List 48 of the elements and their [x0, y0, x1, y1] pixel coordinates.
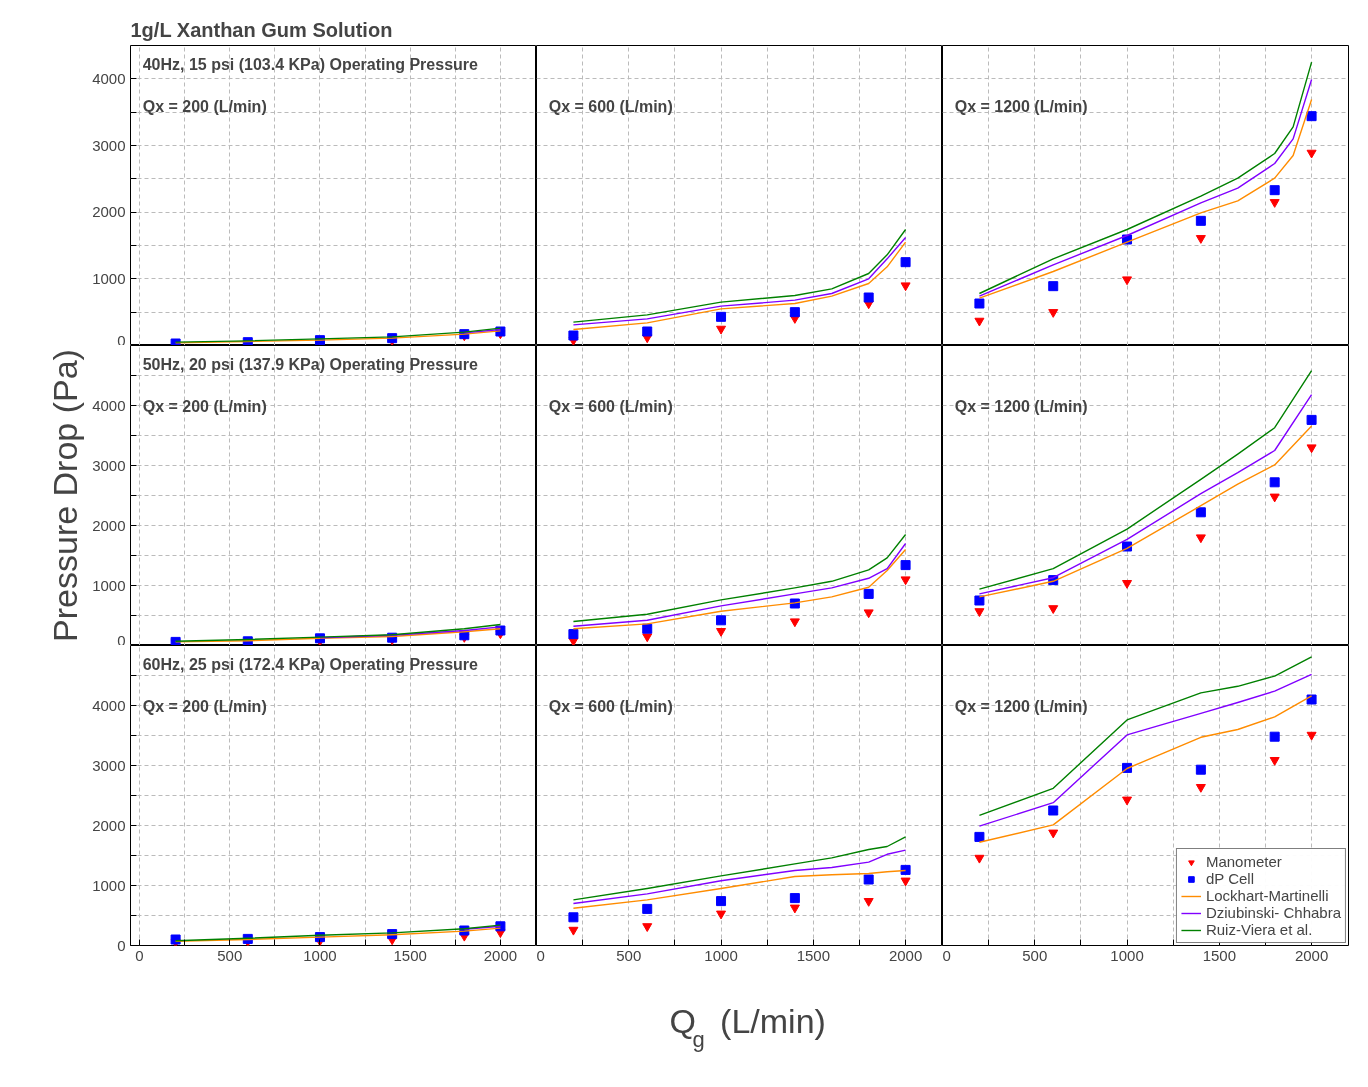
annotation: Qx = 600 (L/min): [548, 697, 673, 715]
annotation: 60Hz, 25 psi (172.4 KPa) Operating Pressure: [142, 655, 479, 673]
x-tick-label: 500: [616, 946, 642, 964]
y-tick-label: 1000: [92, 876, 126, 894]
x-tick-label: 500: [217, 946, 243, 964]
legend-label: dP Cell: [1205, 870, 1255, 887]
legend-label: Lockhart-Martinelli: [1205, 887, 1329, 904]
x-tick-label: 500: [1022, 946, 1048, 964]
x-tick-label: 1500: [1202, 946, 1237, 964]
y-tick-label: 3000: [92, 756, 126, 774]
x-tick-label: 1500: [393, 946, 427, 964]
y-tick-label: 4000: [92, 69, 126, 87]
x-tick-label: 1000: [1110, 946, 1144, 964]
y-tick-label: 0: [117, 331, 126, 349]
chart-title: 1g/L Xanthan Gum Solution: [130, 18, 393, 41]
legend-label: Dziubinski- Chhabra: [1205, 904, 1341, 921]
annotation: Qx = 200 (L/min): [142, 397, 267, 415]
x-tick-label: 2000: [483, 946, 518, 964]
y-tick-label: 3000: [92, 456, 126, 474]
annotation: Qx = 600 (L/min): [548, 397, 673, 415]
x-tick-label: 2000: [1294, 946, 1329, 964]
x-tick-label: 0: [135, 946, 144, 964]
y-tick-label: 2000: [92, 516, 126, 534]
annotation: Qx = 600 (L/min): [548, 97, 673, 115]
annotation: Qx = 1200 (L/min): [954, 697, 1088, 715]
annotation: Qx = 1200 (L/min): [954, 397, 1088, 415]
y-tick-label: 3000: [92, 136, 126, 154]
y-tick-label: 4000: [92, 396, 126, 414]
legend-label: Manometer: [1205, 853, 1282, 870]
y-tick-label: 2000: [92, 203, 126, 221]
y-tick-label: 2000: [92, 816, 126, 834]
x-tick-label: 0: [942, 946, 951, 964]
y-tick-label: 0: [117, 631, 126, 649]
y-tick-label: 1000: [92, 269, 126, 287]
annotation: 50Hz, 20 psi (137.9 KPa) Operating Pressure: [142, 355, 479, 373]
x-tick-label: 1000: [303, 946, 337, 964]
legend-label: Ruiz-Viera et al.: [1205, 921, 1313, 938]
x-tick-label: 1500: [796, 946, 831, 964]
annotation: 40Hz, 15 psi (103.4 KPa) Operating Pressure: [142, 55, 479, 73]
y-tick-label: 4000: [92, 696, 126, 714]
x-tick-label: 2000: [888, 946, 923, 964]
y-axis-title: Pressure Drop (Pa): [46, 349, 85, 642]
annotation: Qx = 200 (L/min): [142, 697, 267, 715]
annotation: Qx = 200 (L/min): [142, 97, 267, 115]
annotation: Qx = 1200 (L/min): [954, 97, 1088, 115]
x-tick-label: 1000: [704, 946, 738, 964]
y-tick-label: 1000: [92, 576, 126, 594]
x-tick-label: 0: [536, 946, 545, 964]
